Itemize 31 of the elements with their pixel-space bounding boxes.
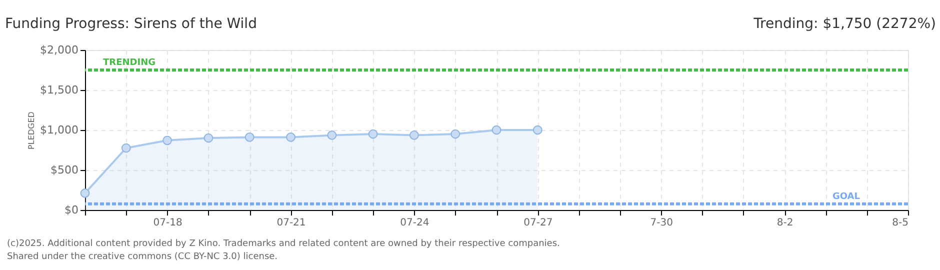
x-tick-label: 8-2	[776, 218, 794, 228]
y-tick-label: $2,000	[40, 44, 78, 56]
point	[162, 136, 172, 146]
text: Shared under the creative commons (CC BY-NC 3.0) license.	[7, 252, 278, 262]
point	[286, 132, 296, 142]
x-tick-label: 07-21	[276, 218, 306, 228]
chart-subtitle: Trending: $1,750 (2272%)	[752, 16, 936, 32]
x-tick-label: 07-18	[153, 218, 182, 228]
point	[327, 130, 337, 140]
point	[204, 133, 214, 143]
ref-line-label: TRENDING	[103, 58, 156, 68]
x-tick-label: 8-5	[892, 218, 908, 228]
point	[244, 132, 254, 142]
ref-line-label: GOAL	[832, 192, 860, 202]
y-tick-label: $1,000	[40, 124, 78, 136]
y-axis-title: PLEDGED	[27, 112, 36, 150]
chart-title: Funding Progress: Sirens of the Wild	[5, 16, 257, 32]
x-tick-label: 07-27	[524, 218, 553, 228]
point	[532, 125, 542, 135]
point	[121, 143, 131, 153]
y-tick-label: $500	[50, 164, 78, 176]
point	[410, 130, 419, 140]
point	[492, 125, 502, 135]
text: (c)2025. Additional content provided by Z Kino. Trademarks and related content are owned by their respective companies.	[7, 239, 560, 249]
x-tick-label: 7-30	[650, 218, 673, 228]
x-tick-label: 07-24	[400, 218, 430, 228]
point	[450, 129, 460, 139]
y-tick-label: $1,500	[40, 84, 78, 96]
point	[368, 129, 378, 139]
y-tick-label: $0	[64, 204, 78, 216]
point	[80, 188, 90, 198]
